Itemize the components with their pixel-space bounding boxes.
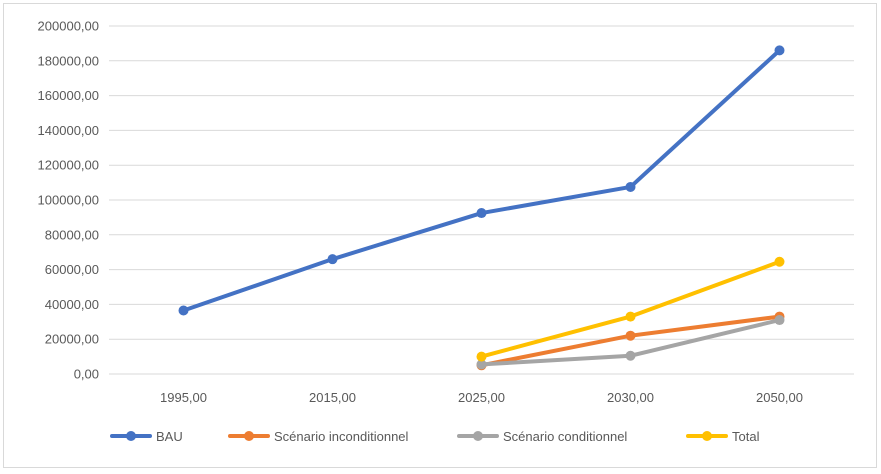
grid-lines (109, 25, 854, 375)
data-point-bau (178, 305, 189, 316)
x-tick-label: 2015,00 (309, 390, 356, 405)
data-point-total (476, 351, 487, 362)
data-point-sc-nario-conditionnel (774, 315, 785, 326)
chart-frame: 0,00 20000,00 40000,00 60000,00 80000,00 1000… (3, 3, 877, 468)
legend-label: Scénario conditionnel (503, 429, 627, 444)
series-line-total (479, 259, 782, 359)
legend-item-sc-nario-conditionnel: Scénario conditionnel (457, 429, 627, 444)
y-tick-label: 200000,00 (38, 19, 99, 34)
y-tick-label: 140000,00 (38, 123, 99, 138)
data-point-total (625, 311, 636, 322)
legend: BAU Scénario inconditionnel Scénario condi… (110, 429, 760, 444)
legend-marker (702, 431, 712, 441)
legend-label: Scénario inconditionnel (274, 429, 409, 444)
data-point-bau (476, 208, 487, 219)
y-tick-label: 40000,00 (45, 297, 99, 312)
line-chart: 0,00 20000,00 40000,00 60000,00 80000,00 1000… (38, 19, 854, 444)
x-tick-label: 2050,00 (756, 390, 803, 405)
x-tick-label: 1995,00 (160, 390, 207, 405)
legend-marker (126, 431, 136, 441)
y-tick-label: 160000,00 (38, 88, 99, 103)
legend-item-bau: BAU (110, 429, 183, 444)
y-tick-label: 80000,00 (45, 227, 99, 242)
legend-item-total: Total (686, 429, 760, 444)
y-tick-label: 20000,00 (45, 332, 99, 347)
y-axis-ticks: 0,00 20000,00 40000,00 60000,00 80000,00 1000… (38, 19, 99, 382)
y-tick-label: 0,00 (74, 367, 99, 382)
data-point-bau (327, 254, 338, 265)
legend-item-sc-nario-inconditionnel: Scénario inconditionnel (228, 429, 409, 444)
data-point-sc-nario-conditionnel (625, 350, 636, 361)
x-axis-ticks: 1995,00 2015,00 2025,00 2030,00 2050,00 (160, 390, 803, 405)
x-tick-label: 2025,00 (458, 390, 505, 405)
y-tick-label: 120000,00 (38, 158, 99, 173)
data-point-sc-nario-conditionnel (476, 359, 487, 370)
legend-label: BAU (156, 429, 183, 444)
legend-marker (244, 431, 254, 441)
data-point-sc-nario-inconditionnel (625, 330, 636, 341)
plot-area (178, 45, 785, 371)
x-tick-label: 2030,00 (607, 390, 654, 405)
legend-marker (473, 431, 483, 441)
series-line-bau (181, 48, 782, 313)
data-point-bau (774, 45, 785, 56)
y-tick-label: 60000,00 (45, 262, 99, 277)
y-tick-label: 100000,00 (38, 193, 99, 208)
data-point-total (774, 256, 785, 267)
y-tick-label: 180000,00 (38, 53, 99, 68)
data-point-bau (625, 181, 636, 192)
legend-label: Total (732, 429, 760, 444)
